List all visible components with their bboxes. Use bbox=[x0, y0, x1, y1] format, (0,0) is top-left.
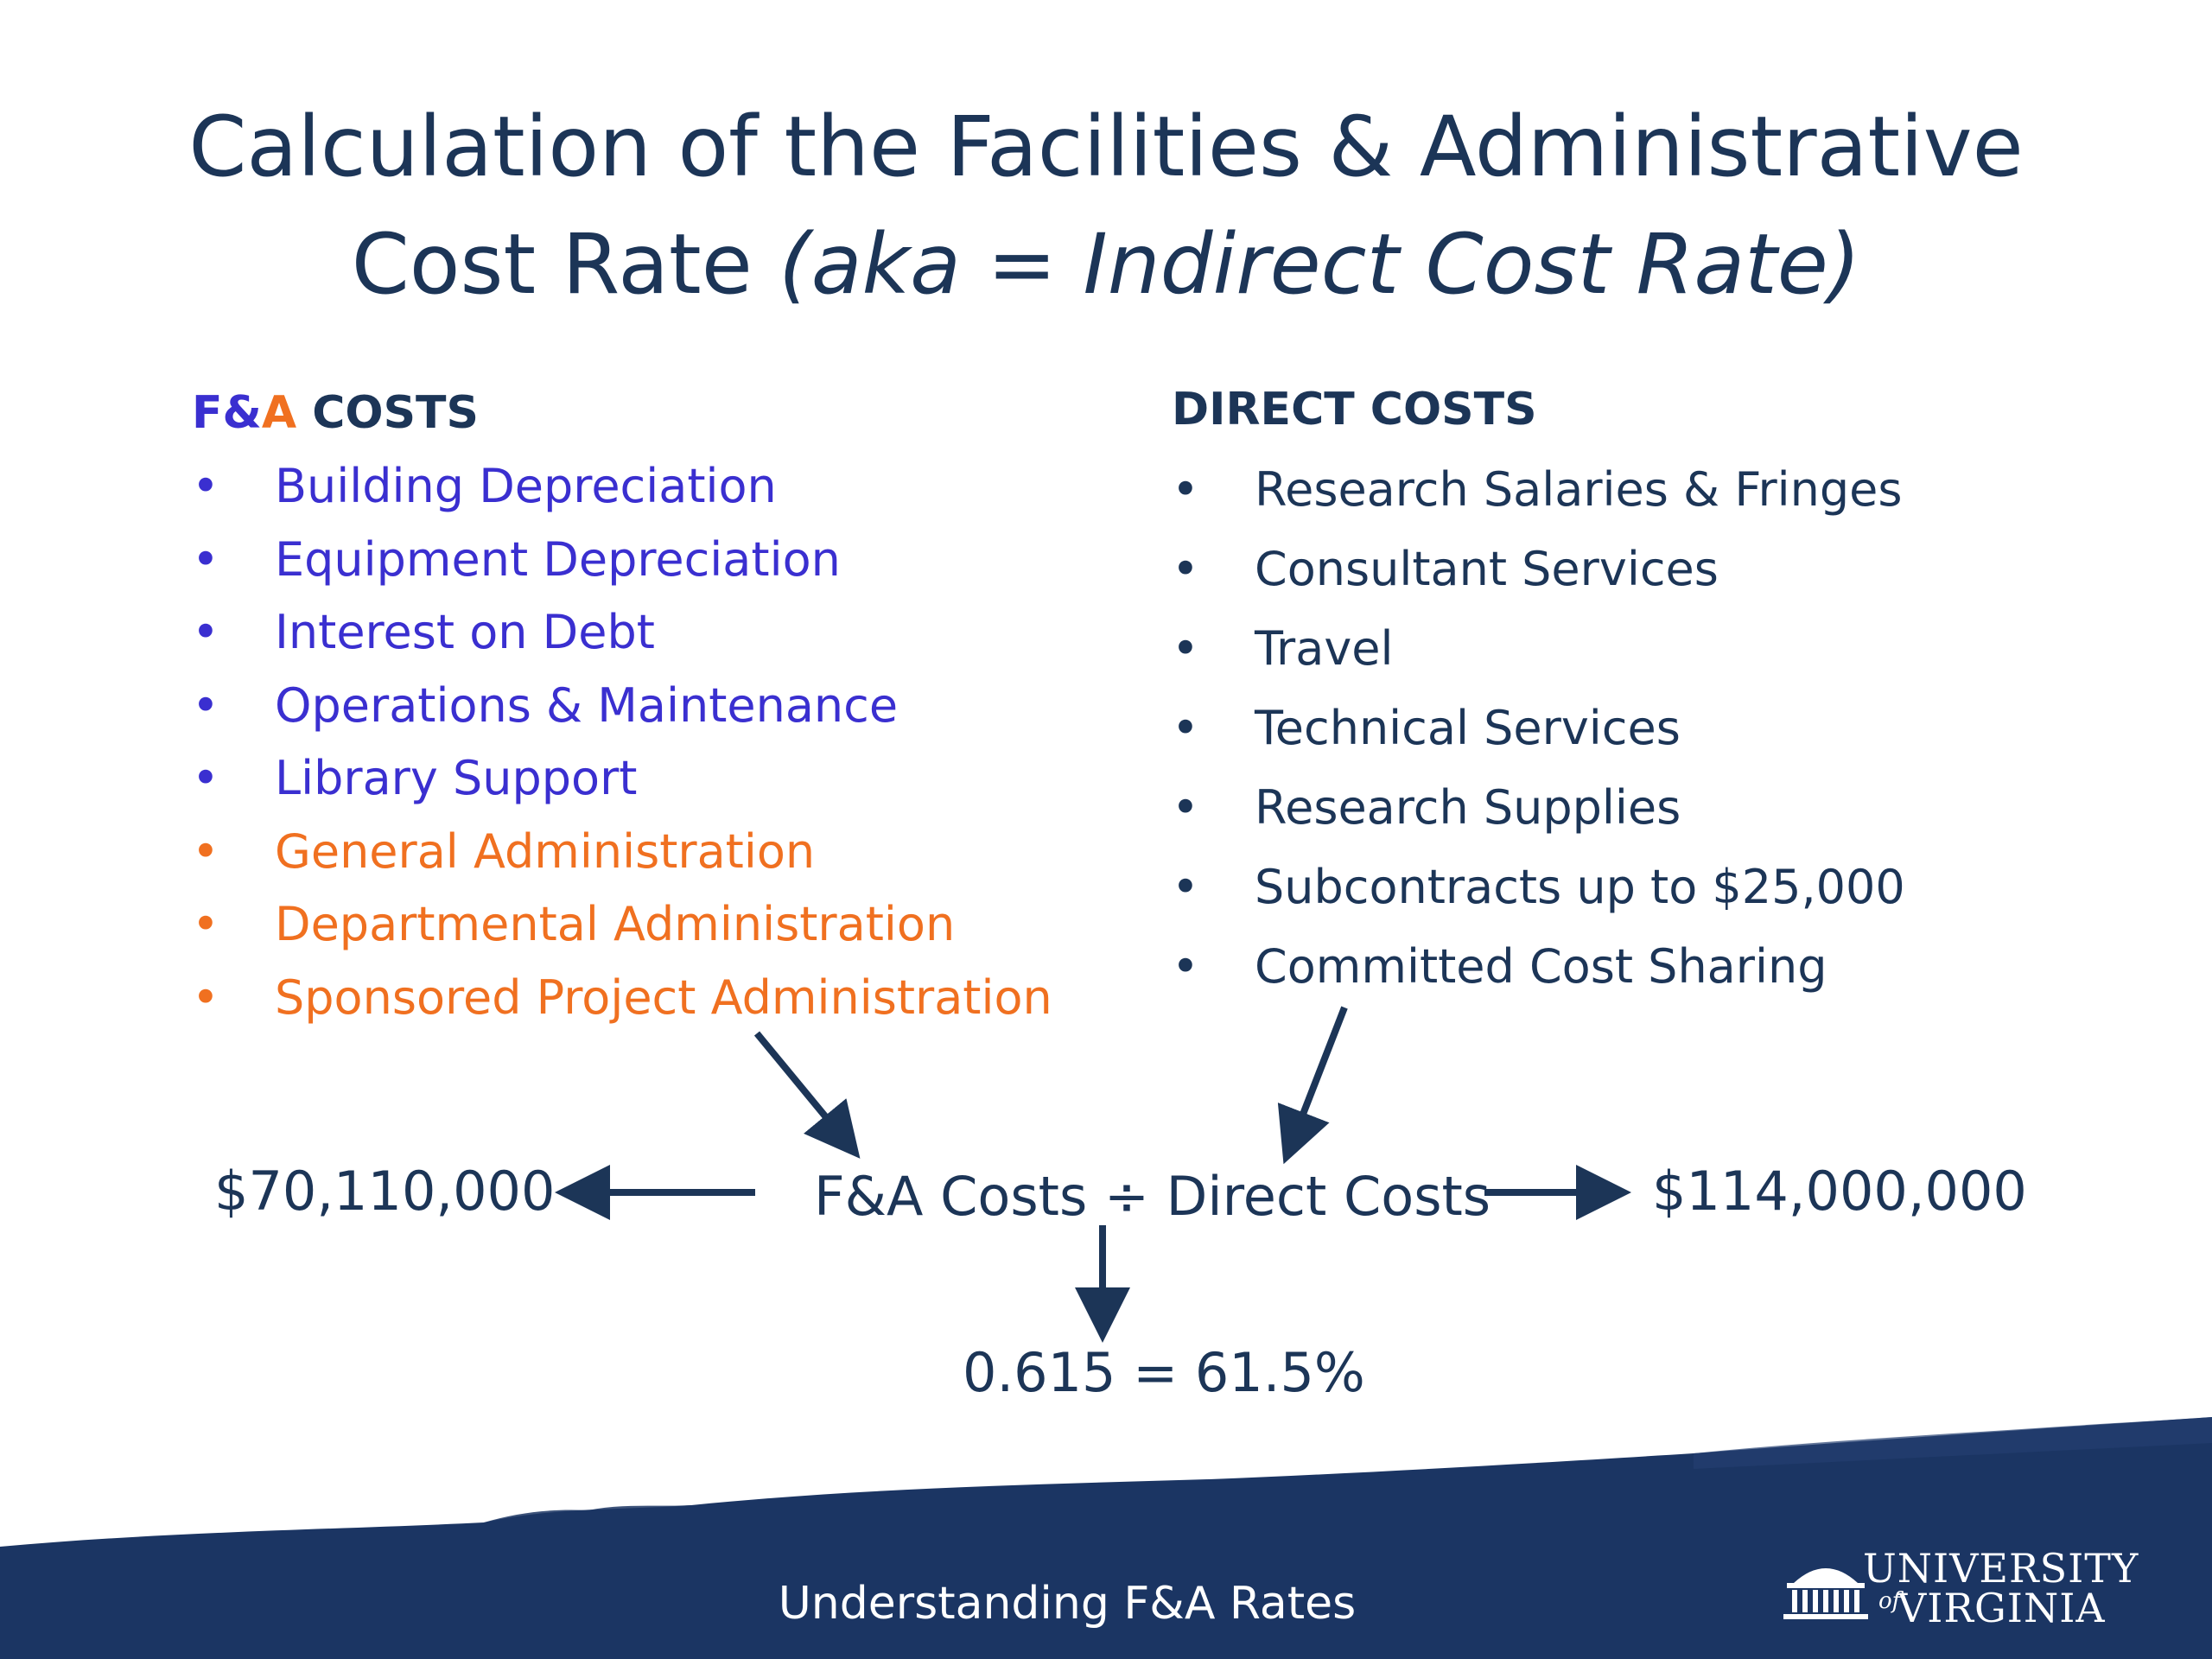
fa-cost-item-label: Sponsored Project Administration bbox=[275, 969, 1052, 1025]
fa-cost-item-label: Interest on Debt bbox=[275, 605, 655, 659]
bullet-icon: • bbox=[1172, 621, 1199, 676]
arrow-icon bbox=[753, 1031, 861, 1159]
title-plain: Cost Rate bbox=[351, 216, 753, 313]
fa-costs-total: $70,110,000 bbox=[214, 1160, 556, 1223]
fa-cost-item-label: Building Depreciation bbox=[275, 459, 777, 513]
direct-cost-item-label: Committed Cost Sharing bbox=[1255, 939, 1827, 994]
fa-cost-item-label: Equipment Depreciation bbox=[275, 531, 841, 587]
fa-heading-f: F& bbox=[192, 387, 262, 439]
bullet-icon: • bbox=[192, 531, 219, 587]
slide-title-line-1: Calculation of the Facilities & Administ… bbox=[188, 99, 2024, 195]
direct-cost-item-label: Travel bbox=[1255, 621, 1394, 676]
bullet-icon: • bbox=[192, 605, 219, 659]
bullet-icon: • bbox=[192, 969, 219, 1025]
fa-heading-rest: COSTS bbox=[296, 387, 479, 439]
fa-costs-list: • Building Depreciation • Equipment Depreci… bbox=[192, 463, 1142, 1025]
bullet-icon: • bbox=[1172, 860, 1199, 914]
arrow-icon bbox=[1277, 1006, 1348, 1165]
direct-cost-item-label: Research Salaries & Fringes bbox=[1255, 462, 1903, 517]
bullet-icon: • bbox=[192, 823, 219, 879]
university-logo: UNIVERSITY of VIRGINIA bbox=[1778, 1545, 2138, 1631]
bullet-icon: • bbox=[1172, 542, 1199, 596]
fa-cost-item-label: Operations & Maintenance bbox=[275, 677, 899, 733]
bullet-icon: • bbox=[192, 897, 219, 951]
fa-cost-item-label: Library Support bbox=[275, 751, 638, 805]
title-italic: (aka = Indirect Cost Rate) bbox=[779, 216, 1861, 313]
slide-title-line-2: Cost Rate (aka = Indirect Cost Rate) bbox=[0, 223, 2212, 306]
bullet-icon: • bbox=[1172, 780, 1199, 835]
bullet-icon: • bbox=[1172, 939, 1199, 994]
logo-text-virginia: VIRGINIA bbox=[1897, 1585, 2106, 1631]
rotunda-logo-icon bbox=[1783, 1568, 1868, 1619]
fa-heading-a: A bbox=[261, 387, 297, 439]
bullet-icon: • bbox=[192, 677, 219, 733]
fa-cost-item-label: Departmental Administration bbox=[275, 897, 956, 951]
direct-cost-item-label: Technical Services bbox=[1255, 701, 1681, 755]
bullet-icon: • bbox=[1172, 701, 1199, 755]
direct-cost-item-label: Research Supplies bbox=[1255, 780, 1681, 835]
footer-title: Understanding F&A Rates bbox=[778, 1578, 1357, 1630]
direct-costs-heading: DIRECT COSTS bbox=[1172, 384, 1537, 435]
bullet-icon: • bbox=[1172, 462, 1199, 517]
direct-cost-item-label: Consultant Services bbox=[1255, 542, 1719, 596]
direct-costs-list: • Research Salaries & Fringes • Consultant … bbox=[1172, 467, 2122, 1002]
logo-text-university: UNIVERSITY bbox=[1863, 1545, 2139, 1592]
rate-formula: F&A Costs ÷ Direct Costs bbox=[814, 1165, 1491, 1228]
logo-text-of: of bbox=[1878, 1588, 1901, 1614]
bullet-icon: • bbox=[192, 459, 219, 513]
fa-costs-heading: F&A COSTS bbox=[192, 391, 479, 435]
bullet-icon: • bbox=[192, 751, 219, 805]
fa-cost-item-label: General Administration bbox=[275, 823, 816, 879]
direct-costs-total: $114,000,000 bbox=[1652, 1160, 2027, 1223]
direct-cost-item-label: Subcontracts up to $25,000 bbox=[1255, 860, 1905, 914]
rate-result: 0.615 = 61.5% bbox=[963, 1341, 1365, 1404]
